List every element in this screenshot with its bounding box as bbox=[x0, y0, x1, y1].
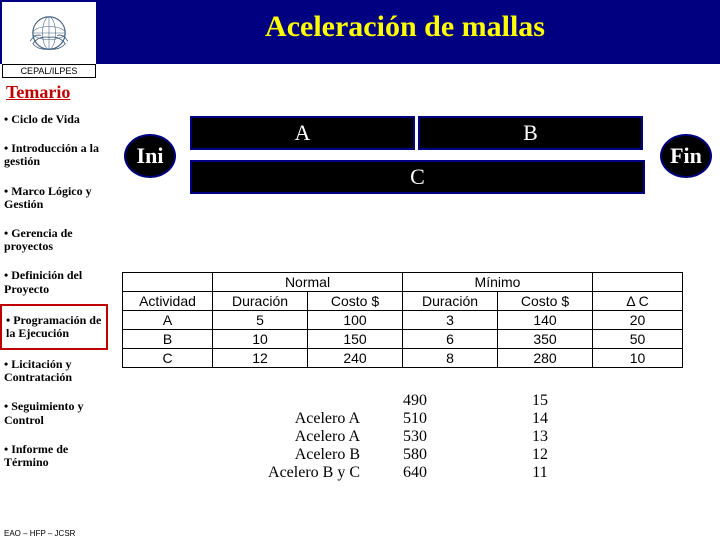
table-cell: 20 bbox=[593, 311, 683, 330]
sidebar-item[interactable]: Marco Lógico y Gestión bbox=[0, 177, 108, 219]
table-cell: 10 bbox=[213, 330, 308, 349]
accel-value: Acelero B y C bbox=[230, 464, 360, 482]
table-cell: 150 bbox=[308, 330, 403, 349]
accel-costs: 490510530580640 bbox=[380, 392, 450, 482]
sidebar-item[interactable]: Definición del Proyecto bbox=[0, 261, 108, 303]
table-cell: 100 bbox=[308, 311, 403, 330]
accel-value: 11 bbox=[510, 464, 570, 482]
sidebar-item[interactable]: Gerencia de proyectos bbox=[0, 219, 108, 261]
table-cell: 8 bbox=[403, 349, 498, 368]
node-ini: Ini bbox=[124, 134, 176, 178]
sidebar: Temario Ciclo de VidaIntroducción a la g… bbox=[0, 80, 108, 477]
accel-value: Acelero A bbox=[230, 428, 360, 446]
sidebar-item[interactable]: Programación de la Ejecución bbox=[0, 304, 108, 350]
sidebar-item[interactable]: Informe de Término bbox=[0, 435, 108, 477]
accel-labels: Acelero AAcelero AAcelero BAcelero B y C bbox=[230, 392, 360, 482]
accel-value: 15 bbox=[510, 392, 570, 410]
table-cell: C bbox=[123, 349, 213, 368]
activity-bar-b: B bbox=[418, 116, 643, 150]
accel-value: 12 bbox=[510, 446, 570, 464]
table-row: B10150635050 bbox=[123, 330, 683, 349]
accel-value: 640 bbox=[380, 464, 450, 482]
table-cell: 140 bbox=[498, 311, 593, 330]
table-cell: 280 bbox=[498, 349, 593, 368]
table-cell: 350 bbox=[498, 330, 593, 349]
sidebar-heading: Temario bbox=[0, 80, 108, 105]
accel-value: 530 bbox=[380, 428, 450, 446]
table-cell: 3 bbox=[403, 311, 498, 330]
table-head: Duración bbox=[213, 292, 308, 311]
table-cell: B bbox=[123, 330, 213, 349]
table-head: Δ C bbox=[593, 292, 683, 311]
table-head-group: Normal bbox=[213, 273, 403, 292]
table-cell: 10 bbox=[593, 349, 683, 368]
accel-value: 490 bbox=[380, 392, 450, 410]
footer-credits: EAO – HFP – JCSR bbox=[4, 529, 75, 538]
table-cell: 50 bbox=[593, 330, 683, 349]
table-head-group: Mínimo bbox=[403, 273, 593, 292]
accel-value: Acelero A bbox=[230, 410, 360, 428]
table-row: C12240828010 bbox=[123, 349, 683, 368]
table-head-group bbox=[123, 273, 213, 292]
sidebar-item[interactable]: Ciclo de Vida bbox=[0, 105, 108, 134]
table-head: Costo $ bbox=[308, 292, 403, 311]
sidebar-item[interactable]: Licitación y Contratación bbox=[0, 350, 108, 392]
accel-value: Acelero B bbox=[230, 446, 360, 464]
table-row: A5100314020 bbox=[123, 311, 683, 330]
accel-value: 510 bbox=[380, 410, 450, 428]
table-cell: A bbox=[123, 311, 213, 330]
accel-value bbox=[230, 392, 360, 410]
node-fin: Fin bbox=[660, 134, 712, 178]
activity-bar-a: A bbox=[190, 116, 415, 150]
sidebar-item[interactable]: Seguimiento y Control bbox=[0, 392, 108, 434]
table-head: Costo $ bbox=[498, 292, 593, 311]
table-cell: 6 bbox=[403, 330, 498, 349]
sidebar-item[interactable]: Introducción a la gestión bbox=[0, 134, 108, 176]
acceleration-results: Acelero AAcelero AAcelero BAcelero B y C… bbox=[230, 392, 570, 482]
accel-value: 13 bbox=[510, 428, 570, 446]
table-head: Actividad bbox=[123, 292, 213, 311]
accel-value: 580 bbox=[380, 446, 450, 464]
table-head: Duración bbox=[403, 292, 498, 311]
page-title: Aceleración de mallas bbox=[100, 10, 710, 44]
activity-table: NormalMínimoActividadDuraciónCosto $Dura… bbox=[122, 272, 683, 368]
table-head-group bbox=[593, 273, 683, 292]
accel-days: 1514131211 bbox=[510, 392, 570, 482]
table-cell: 5 bbox=[213, 311, 308, 330]
table-cell: 12 bbox=[213, 349, 308, 368]
activity-bar-c: C bbox=[190, 160, 645, 194]
org-label: CEPAL/ILPES bbox=[2, 64, 96, 78]
table-cell: 240 bbox=[308, 349, 403, 368]
org-logo bbox=[2, 2, 96, 64]
accel-value: 14 bbox=[510, 410, 570, 428]
